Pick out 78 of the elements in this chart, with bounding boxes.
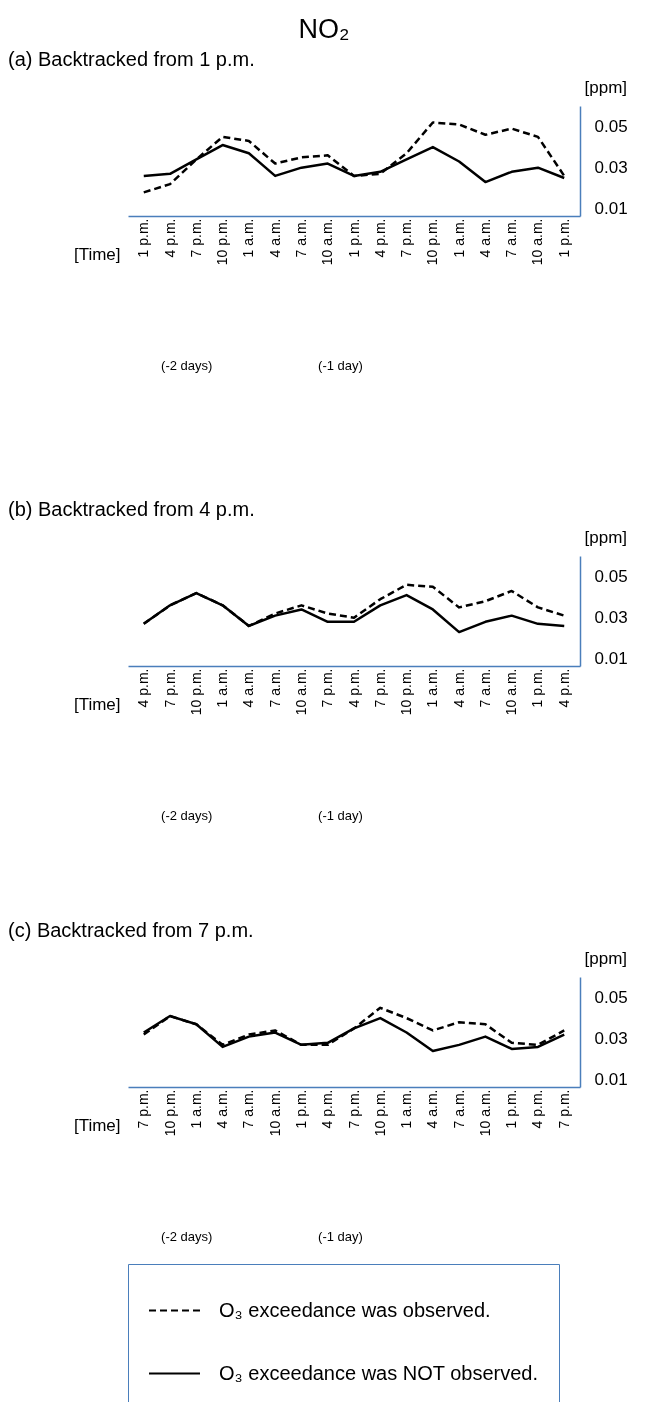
x-tick-label: 4 a.m. xyxy=(266,218,283,258)
x-tick-label: 7 p.m. xyxy=(135,1089,152,1129)
text: (-1 day) xyxy=(318,358,363,373)
legend-label: O₃ exceedance was observed. xyxy=(219,1298,491,1321)
x-tick-label: 7 a.m. xyxy=(503,218,520,258)
x-tick-label: 10 a.m. xyxy=(266,1089,283,1137)
x-tick-label: 10 a.m. xyxy=(529,218,546,266)
x-tick-label: 7 p.m. xyxy=(555,1089,572,1129)
x-tick-label: 4 a.m. xyxy=(214,1089,231,1129)
y-axis-title: [ppm] xyxy=(584,527,628,547)
y-axis-title: [ppm] xyxy=(584,948,628,968)
x-tick-label: 1 p.m. xyxy=(555,218,572,258)
x-tick-label: 4 p.m. xyxy=(161,218,178,258)
x-tick-label: 1 a.m. xyxy=(398,1089,415,1129)
x-tick-label: 4 p.m. xyxy=(529,1089,546,1129)
x-tick-label: 10 a.m. xyxy=(503,668,520,716)
chart-subtitle: (c) Backtracked from 7 p.m. xyxy=(8,919,254,941)
x-tick-label: 4 p.m. xyxy=(371,218,388,258)
x-tick-label: 7 a.m. xyxy=(292,218,309,258)
x-tick-label: 4 p.m. xyxy=(135,668,152,708)
x-tick-label: 4 p.m. xyxy=(345,668,362,708)
x-tick-label: 7 a.m. xyxy=(240,1089,257,1129)
x-tick-label: 10 a.m. xyxy=(476,1089,493,1137)
text: (-2 days) xyxy=(161,1229,213,1244)
x-tick-label: 4 a.m. xyxy=(240,668,257,708)
y-tick-label: 0.01 xyxy=(594,1070,628,1090)
x-tick-label: 10 p.m. xyxy=(161,1089,178,1137)
chart-subtitle: (b) Backtracked from 4 p.m. xyxy=(8,498,255,520)
x-tick-label: 7 p.m. xyxy=(319,668,336,708)
x-tick-label: 7 a.m. xyxy=(450,1089,467,1129)
x-tick-label: 7 p.m. xyxy=(398,218,415,258)
x-tick-label: 10 a.m. xyxy=(319,218,336,266)
x-tick-label: 1 a.m. xyxy=(214,668,231,708)
x-tick-label: 1 p.m. xyxy=(135,218,152,258)
x-tick-label: 1 a.m. xyxy=(450,218,467,258)
x-tick-label: 7 p.m. xyxy=(161,668,178,708)
x-tick-label: 10 p.m. xyxy=(214,218,231,266)
x-tick-label: 4 a.m. xyxy=(476,218,493,258)
text: (-2 days) xyxy=(161,808,213,823)
text: (-1 day) xyxy=(318,808,363,823)
y-tick-label: 0.01 xyxy=(594,199,628,219)
chart-title: NO₂ xyxy=(297,14,351,45)
x-tick-label: 1 p.m. xyxy=(529,668,546,708)
y-tick-label: 0.05 xyxy=(594,988,628,1008)
y-tick-label: 0.05 xyxy=(594,117,628,137)
x-tick-label: 10 p.m. xyxy=(424,218,441,266)
y-tick-label: 0.03 xyxy=(594,608,628,628)
x-tick-label: 1 a.m. xyxy=(424,668,441,708)
x-tick-label: 1 a.m. xyxy=(187,1089,204,1129)
y-tick-label: 0.03 xyxy=(594,1029,628,1049)
x-tick-label: 1 p.m. xyxy=(503,1089,520,1129)
x-tick-label: 10 p.m. xyxy=(371,1089,388,1137)
y-tick-label: 0.03 xyxy=(594,158,628,178)
y-axis-title: [ppm] xyxy=(584,77,628,97)
x-tick-label: 4 p.m. xyxy=(319,1089,336,1129)
x-tick-label: 1 a.m. xyxy=(240,218,257,258)
text: (-1 day) xyxy=(318,1229,363,1244)
x-axis-title: [Time] xyxy=(73,694,121,714)
x-tick-label: 10 p.m. xyxy=(187,668,204,716)
text: (-2 days) xyxy=(161,358,213,373)
x-tick-label: 10 a.m. xyxy=(292,668,309,716)
chart-subtitle: (a) Backtracked from 1 p.m. xyxy=(8,48,255,70)
x-tick-label: 1 p.m. xyxy=(345,218,362,258)
x-tick-label: 4 a.m. xyxy=(424,1089,441,1129)
x-tick-label: 4 a.m. xyxy=(450,668,467,708)
x-tick-label: 7 p.m. xyxy=(371,668,388,708)
x-tick-label: 1 p.m. xyxy=(292,1089,309,1129)
y-tick-label: 0.01 xyxy=(594,649,628,669)
y-tick-label: 0.05 xyxy=(594,567,628,587)
x-tick-label: 4 p.m. xyxy=(555,668,572,708)
x-tick-label: 7 a.m. xyxy=(476,668,493,708)
x-tick-label: 10 p.m. xyxy=(398,668,415,716)
x-axis-title: [Time] xyxy=(73,1115,121,1135)
x-axis-title: [Time] xyxy=(73,244,121,264)
legend-label: O₃ exceedance was NOT observed. xyxy=(219,1361,539,1384)
x-tick-label: 7 a.m. xyxy=(266,668,283,708)
x-tick-label: 7 p.m. xyxy=(345,1089,362,1129)
x-tick-label: 7 p.m. xyxy=(187,218,204,258)
